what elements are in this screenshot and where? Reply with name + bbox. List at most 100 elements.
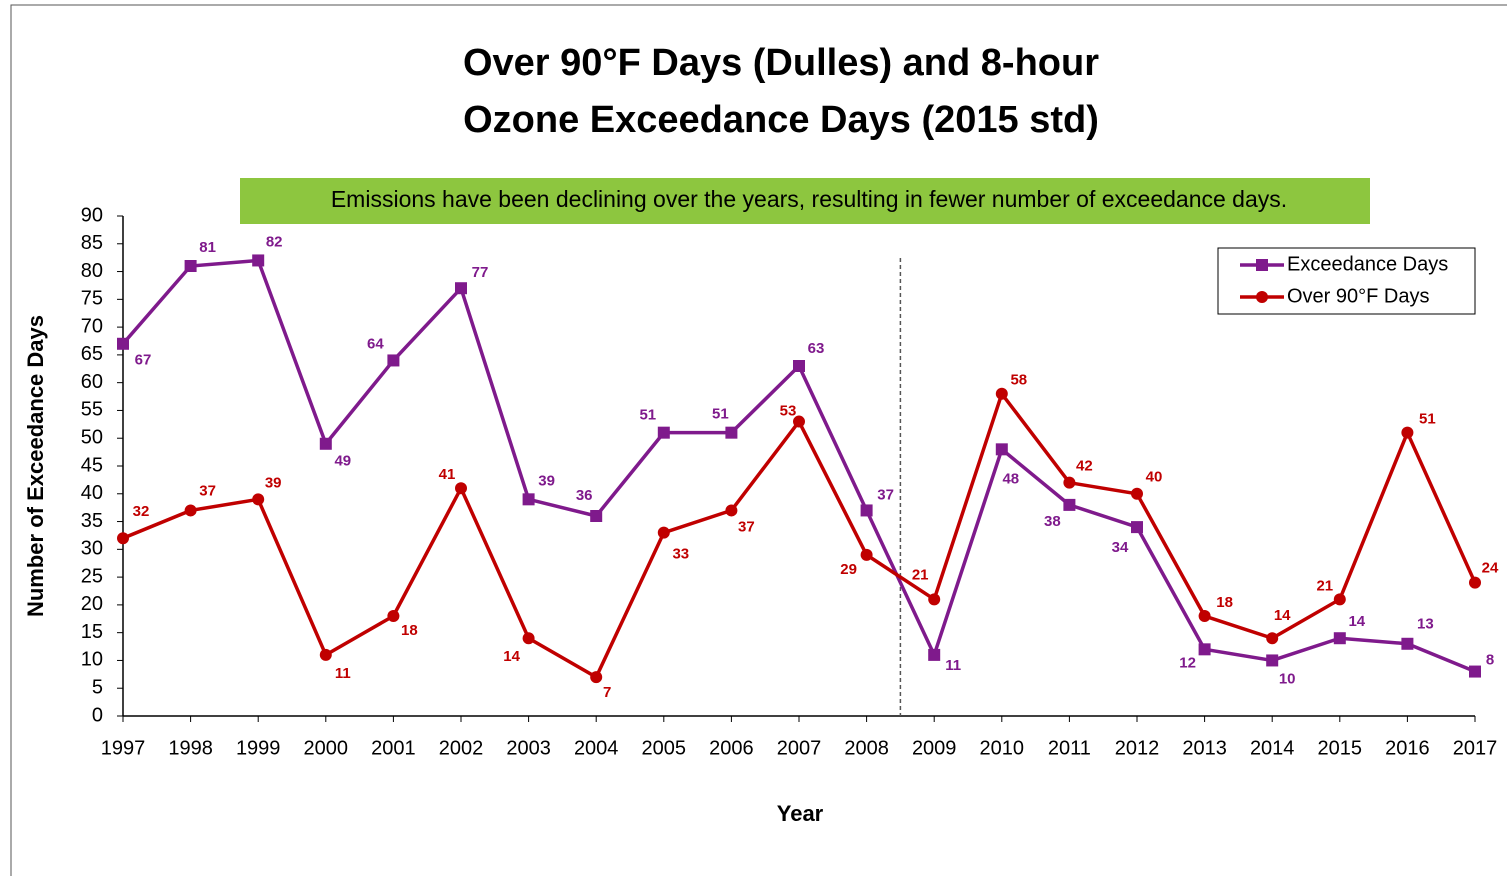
y-tick-label: 10	[81, 649, 103, 671]
marker	[319, 437, 332, 450]
marker	[590, 671, 603, 684]
chart-frame	[10, 4, 1507, 876]
marker	[1401, 637, 1414, 650]
data-label: 21	[912, 566, 929, 583]
marker	[252, 254, 265, 267]
y-tick-label: 55	[81, 399, 103, 421]
data-label: 39	[265, 474, 282, 491]
y-tick-label: 20	[81, 593, 103, 615]
marker	[860, 504, 873, 517]
data-label: 14	[1348, 613, 1365, 630]
marker	[1131, 521, 1143, 534]
x-tick-label: 2013	[1182, 737, 1227, 759]
marker	[319, 648, 332, 661]
marker	[1266, 632, 1279, 645]
marker	[995, 387, 1008, 400]
data-label: 10	[1279, 670, 1296, 687]
marker	[725, 504, 738, 517]
marker	[1333, 593, 1346, 606]
legend-label: Over 90°F Days	[1287, 285, 1429, 307]
y-tick-label: 65	[81, 343, 103, 365]
chart-title: Over 90°F Days (Dulles) and 8-hour	[463, 42, 1099, 84]
marker	[590, 510, 603, 522]
marker	[184, 260, 197, 272]
data-label: 39	[538, 472, 555, 489]
marker	[117, 532, 129, 545]
data-label: 58	[1010, 372, 1027, 389]
marker	[1063, 498, 1076, 511]
data-label: 51	[1419, 411, 1436, 428]
data-label: 18	[401, 622, 418, 639]
x-tick-label: 2006	[709, 737, 754, 759]
marker	[1333, 632, 1346, 645]
x-tick-label: 2016	[1385, 737, 1430, 759]
data-label: 64	[367, 335, 384, 352]
legend-marker	[1256, 291, 1268, 303]
data-label: 34	[1112, 539, 1129, 556]
marker	[793, 415, 805, 428]
x-tick-label: 2014	[1250, 737, 1295, 759]
x-tick-label: 2011	[1048, 737, 1091, 759]
data-label: 11	[335, 665, 351, 682]
x-tick-label: 2010	[980, 737, 1025, 759]
data-label: 51	[712, 406, 729, 423]
y-tick-label: 90	[81, 204, 103, 226]
data-label: 40	[1146, 469, 1163, 486]
data-label: 48	[1002, 470, 1019, 487]
y-tick-label: 75	[81, 288, 103, 310]
x-tick-label: 1999	[236, 737, 281, 759]
marker	[252, 493, 265, 506]
data-label: 32	[133, 503, 150, 520]
data-label: 7	[603, 684, 611, 701]
data-label: 37	[199, 482, 216, 499]
y-tick-label: 85	[81, 232, 103, 254]
marker	[860, 548, 873, 561]
marker	[1266, 654, 1279, 667]
x-tick-label: 2000	[304, 737, 349, 759]
chart-title: Ozone Exceedance Days (2015 std)	[463, 99, 1099, 141]
x-tick-label: 2008	[844, 737, 889, 759]
data-label: 13	[1417, 616, 1434, 633]
marker	[1198, 643, 1211, 656]
marker	[522, 632, 535, 645]
data-label: 36	[576, 487, 593, 504]
marker	[995, 443, 1008, 456]
data-label: 12	[1179, 654, 1196, 671]
x-tick-label: 2004	[574, 737, 619, 759]
data-label: 63	[808, 340, 825, 357]
marker	[117, 337, 129, 350]
y-tick-label: 40	[81, 482, 103, 504]
annotation-box	[240, 178, 1370, 224]
y-tick-label: 35	[81, 510, 103, 532]
y-axis-label: Number of Exceedance Days	[23, 315, 48, 617]
marker	[793, 360, 805, 372]
x-tick-label: 2005	[642, 737, 687, 759]
y-tick-label: 50	[81, 427, 103, 449]
x-tick-label: 2001	[371, 737, 416, 759]
series-line	[121, 258, 1476, 674]
x-axis-label: Year	[777, 801, 824, 826]
data-label: 21	[1316, 577, 1333, 594]
x-tick-label: 1997	[101, 737, 146, 759]
y-tick-label: 60	[81, 371, 103, 393]
marker	[387, 354, 400, 367]
y-tick-label: 5	[92, 677, 103, 699]
y-tick-label: 70	[81, 315, 103, 337]
marker	[1469, 576, 1481, 589]
y-tick-label: 15	[81, 621, 103, 643]
x-tick-label: 2009	[912, 737, 957, 759]
data-label: 18	[1216, 594, 1233, 611]
data-label: 81	[199, 239, 216, 256]
y-tick-label: 0	[92, 704, 103, 726]
marker	[1198, 610, 1211, 622]
marker	[455, 282, 467, 295]
data-label: 37	[738, 518, 755, 535]
marker	[1469, 665, 1481, 678]
x-tick-label: 2003	[506, 737, 551, 759]
y-tick-label: 30	[81, 538, 103, 560]
marker	[1063, 476, 1076, 489]
marker	[1131, 487, 1143, 500]
y-tick-label: 45	[81, 454, 103, 476]
